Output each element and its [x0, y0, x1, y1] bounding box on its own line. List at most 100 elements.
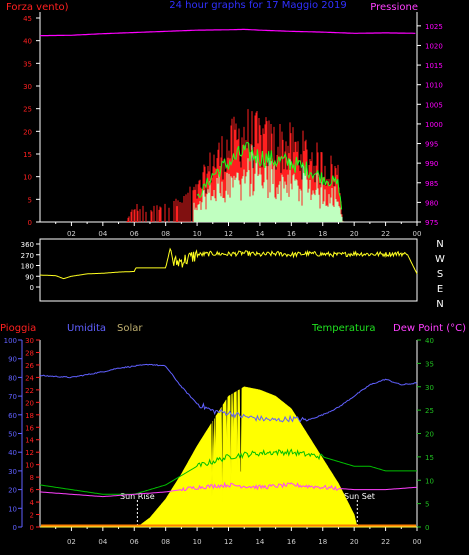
wind-axis-label: Forza vento) [6, 2, 69, 13]
rain-tick-label: 24 [25, 374, 34, 382]
top-x-tick-label: 06 [130, 230, 139, 238]
top-x-tick-label: 12 [224, 230, 233, 238]
humidity-tick-label: 30 [8, 468, 17, 476]
humidity-tick-label: 0 [13, 524, 17, 532]
pressure-tick-label: 1010 [425, 82, 443, 90]
compass-label: E [437, 284, 443, 295]
temperature-tick-label: 40 [425, 337, 434, 345]
wind-tick-label: 0 [28, 219, 32, 227]
bottom-x-tick-label: 04 [98, 538, 107, 546]
pressure-axis-label: Pressione [370, 2, 418, 13]
pressure-tick-label: 1005 [425, 101, 443, 109]
humidity-tick-label: 20 [8, 487, 17, 495]
top-x-tick-label: 16 [287, 230, 296, 238]
pressure-line [39, 28, 416, 37]
wind-tick-label: 5 [28, 196, 32, 204]
rain-tick-label: 0 [30, 524, 34, 532]
top-x-tick-label: 04 [98, 230, 107, 238]
rain-axis-label: Pioggia [0, 323, 36, 334]
bottom-x-tick-label: 06 [130, 538, 139, 546]
top-x-tick-label: 08 [161, 230, 170, 238]
temperature-tick-label: 10 [425, 477, 434, 485]
rain-tick-label: 8 [30, 474, 34, 482]
pressure-tick-label: 1025 [425, 23, 443, 31]
direction-frame [39, 238, 418, 302]
top-x-tick-label: 10 [193, 230, 202, 238]
wind-tick-label: 15 [23, 151, 32, 159]
rain-tick-label: 28 [25, 349, 34, 357]
rain-tick-label: 26 [25, 362, 34, 370]
humidity-tick-label: 10 [8, 505, 17, 513]
bottom-x-tick-label: 00 [413, 538, 422, 546]
bottom-x-tick-label: 12 [224, 538, 233, 546]
temperature-tick-label: 5 [425, 501, 429, 509]
wind-tick-label: 20 [23, 128, 32, 136]
bottom-x-tick-label: 14 [255, 538, 264, 546]
rain-tick-label: 6 [30, 487, 35, 495]
top-x-tick-label: 00 [413, 230, 422, 238]
rain-tick-label: 16 [25, 424, 34, 432]
temperature-axis-label: Temperatura [311, 323, 376, 334]
pressure-tick-label: 985 [425, 180, 438, 188]
top-x-tick-label: 02 [67, 230, 76, 238]
humidity-axis-label: Umidita [67, 323, 106, 334]
dewpoint-line [39, 481, 418, 498]
bottom-x-tick-label: 16 [287, 538, 296, 546]
wind-tick-label: 40 [23, 38, 32, 46]
dewpoint-axis-label: Dew Point (°C) [393, 323, 466, 334]
humidity-tick-label: 90 [8, 356, 17, 364]
rain-tick-label: 10 [25, 462, 34, 470]
solar-axis-label: Solar [117, 323, 143, 334]
pressure-tick-label: 975 [425, 219, 438, 227]
temperature-line [39, 448, 417, 495]
humidity-tick-label: 80 [8, 374, 17, 382]
humidity-line [39, 363, 418, 423]
pressure-tick-label: 1015 [425, 62, 443, 70]
wind-tick-label: 45 [23, 15, 32, 23]
humidity-tick-label: 50 [8, 431, 17, 439]
bottom-x-tick-label: 10 [193, 538, 202, 546]
temperature-tick-label: 20 [425, 431, 434, 439]
pressure-tick-label: 995 [425, 141, 438, 149]
compass-label: N [436, 299, 443, 310]
wind-pressure-panel: 0510152025303540459759809859909951000100… [23, 12, 443, 238]
top-x-tick-label: 14 [255, 230, 264, 238]
rain-tick-label: 4 [30, 499, 35, 507]
direction-tick-label: 180 [21, 263, 34, 271]
pressure-tick-label: 1000 [425, 121, 443, 129]
direction-tick-label: 360 [21, 241, 34, 249]
direction-tick-label: 0 [30, 284, 34, 292]
rain-tick-label: 22 [25, 387, 34, 395]
rain-tick-label: 30 [25, 337, 34, 345]
humidity-tick-label: 40 [8, 449, 17, 457]
temperature-tick-label: 35 [425, 360, 434, 368]
rain-humidity-temperature-panel: 0102030405060708090100024681012141618202… [4, 337, 434, 546]
rain-tick-label: 18 [25, 412, 34, 420]
bottom-x-tick-label: 20 [350, 538, 359, 546]
pressure-tick-label: 980 [425, 199, 438, 207]
sun-rise-label: Sun Rise [120, 492, 155, 501]
bottom-x-tick-label: 22 [381, 538, 390, 546]
direction-tick-label: 90 [25, 273, 34, 281]
direction-tick-label: 270 [21, 252, 34, 260]
compass-label: N [436, 239, 443, 250]
temperature-tick-label: 15 [425, 454, 434, 462]
wind-tick-label: 35 [23, 60, 32, 68]
rain-tick-label: 14 [25, 437, 34, 445]
solar-area [40, 386, 417, 528]
temperature-tick-label: 0 [425, 524, 429, 532]
pressure-tick-label: 990 [425, 160, 438, 168]
humidity-tick-label: 70 [8, 393, 17, 401]
wind-tick-label: 10 [23, 174, 32, 182]
chart-title: 24 hour graphs for 17 Maggio 2019 [169, 0, 346, 11]
top-x-tick-label: 18 [318, 230, 327, 238]
sun-set-label: Sun Set [344, 492, 375, 501]
bottom-x-tick-label: 02 [67, 538, 76, 546]
wind-tick-label: 25 [23, 106, 32, 114]
rain-tick-label: 12 [25, 449, 34, 457]
compass-label: W [435, 254, 445, 265]
top-x-tick-label: 20 [350, 230, 359, 238]
wind-gust-line [196, 141, 343, 210]
